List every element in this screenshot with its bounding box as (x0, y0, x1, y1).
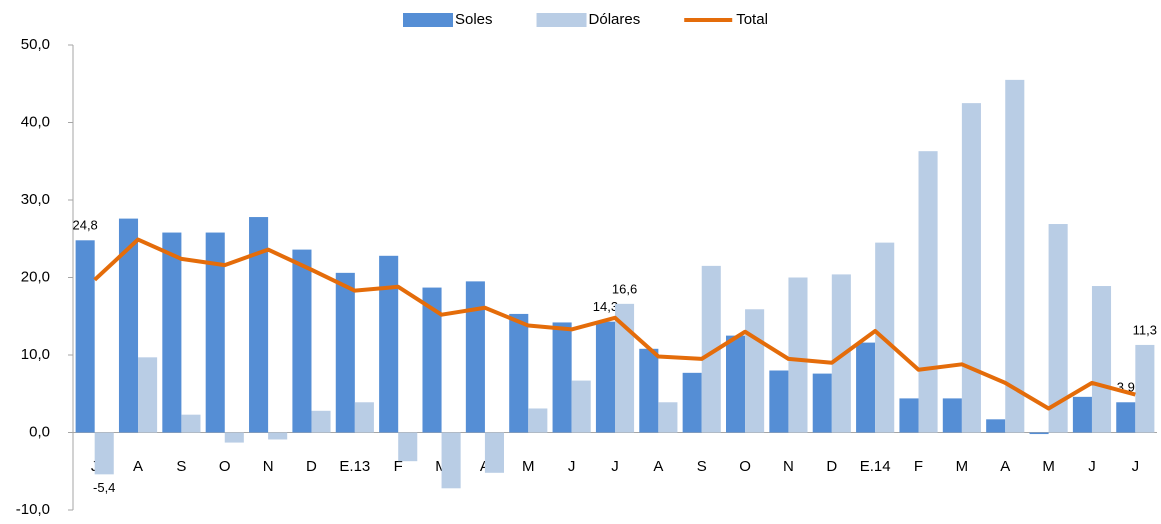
bar (986, 419, 1006, 433)
bar (552, 322, 572, 433)
x-tick-label: A (133, 458, 143, 475)
legend-swatch (403, 13, 453, 27)
data-label: 14,3 (593, 299, 618, 314)
bar (75, 240, 95, 433)
x-tick-label: O (219, 458, 231, 475)
legend-label: Soles (455, 11, 493, 28)
bar (1029, 432, 1049, 435)
bar (509, 313, 529, 433)
bar (961, 103, 981, 433)
bar (292, 249, 312, 433)
bar (701, 265, 721, 433)
bar (745, 309, 765, 433)
data-label: 16,6 (612, 281, 637, 296)
bar (311, 410, 331, 433)
bar (899, 398, 919, 433)
bar (1072, 396, 1092, 433)
bar (1005, 79, 1025, 433)
bar (726, 335, 746, 433)
bar (398, 432, 418, 462)
bar (658, 402, 678, 433)
y-tick-label: 50,0 (21, 36, 50, 53)
x-tick-label: E.13 (339, 458, 370, 475)
bar (918, 151, 938, 433)
bar (484, 432, 504, 473)
legend-label: Dólares (589, 11, 641, 28)
legend-swatch (536, 13, 587, 27)
legend-label: Total (736, 11, 768, 28)
bar (1116, 402, 1136, 433)
bar (856, 342, 876, 433)
y-tick-label: 10,0 (21, 346, 50, 363)
x-tick-label: D (826, 458, 837, 475)
bar (1135, 344, 1155, 433)
bar (528, 408, 548, 433)
x-tick-label: J (611, 458, 619, 475)
bar (615, 303, 635, 433)
x-tick-label: M (956, 458, 969, 475)
bar (335, 272, 355, 433)
bar (769, 370, 789, 433)
x-tick-label: A (653, 458, 663, 475)
bar (379, 255, 399, 433)
x-tick-label: O (739, 458, 751, 475)
data-label: -5,4 (93, 480, 115, 495)
bar (118, 218, 139, 433)
bar (224, 432, 244, 443)
x-tick-label: J (1088, 458, 1096, 475)
bar (571, 380, 591, 433)
bar (465, 281, 485, 433)
y-tick-label: 0,0 (29, 423, 50, 440)
x-tick-label: M (1042, 458, 1055, 475)
bar (441, 432, 461, 489)
bar (422, 287, 442, 433)
line (93, 237, 1136, 411)
x-tick-label: F (914, 458, 923, 475)
bar (595, 321, 615, 433)
data-label: 24,8 (72, 218, 97, 233)
x-tick-label: M (522, 458, 535, 475)
data-label: 11,3 (1133, 322, 1157, 337)
x-tick-label: J (568, 458, 576, 475)
bar (249, 217, 269, 433)
bar (162, 232, 182, 433)
bar (942, 398, 962, 433)
bar (1048, 224, 1068, 433)
y-tick-label: 20,0 (21, 268, 50, 285)
bar (205, 232, 225, 433)
x-tick-label: F (394, 458, 403, 475)
bar (354, 402, 374, 433)
y-tick-label: 40,0 (21, 113, 50, 130)
y-tick-label: -10,0 (16, 501, 50, 518)
bar (138, 357, 158, 433)
bar (181, 414, 201, 433)
x-tick-label: A (1000, 458, 1010, 475)
y-tick-label: 30,0 (21, 191, 50, 208)
x-tick-label: S (176, 458, 186, 475)
x-tick-label: D (306, 458, 317, 475)
bar (268, 432, 288, 440)
bar (1091, 286, 1112, 433)
bar (788, 277, 808, 433)
bar (94, 432, 114, 475)
bar (639, 348, 659, 433)
x-tick-label: E.14 (860, 458, 891, 475)
x-tick-label: S (697, 458, 707, 475)
x-tick-label: N (263, 458, 274, 475)
x-tick-label: N (783, 458, 794, 475)
bar (682, 372, 702, 433)
x-tick-label: J (1132, 458, 1140, 475)
bar (812, 373, 832, 433)
